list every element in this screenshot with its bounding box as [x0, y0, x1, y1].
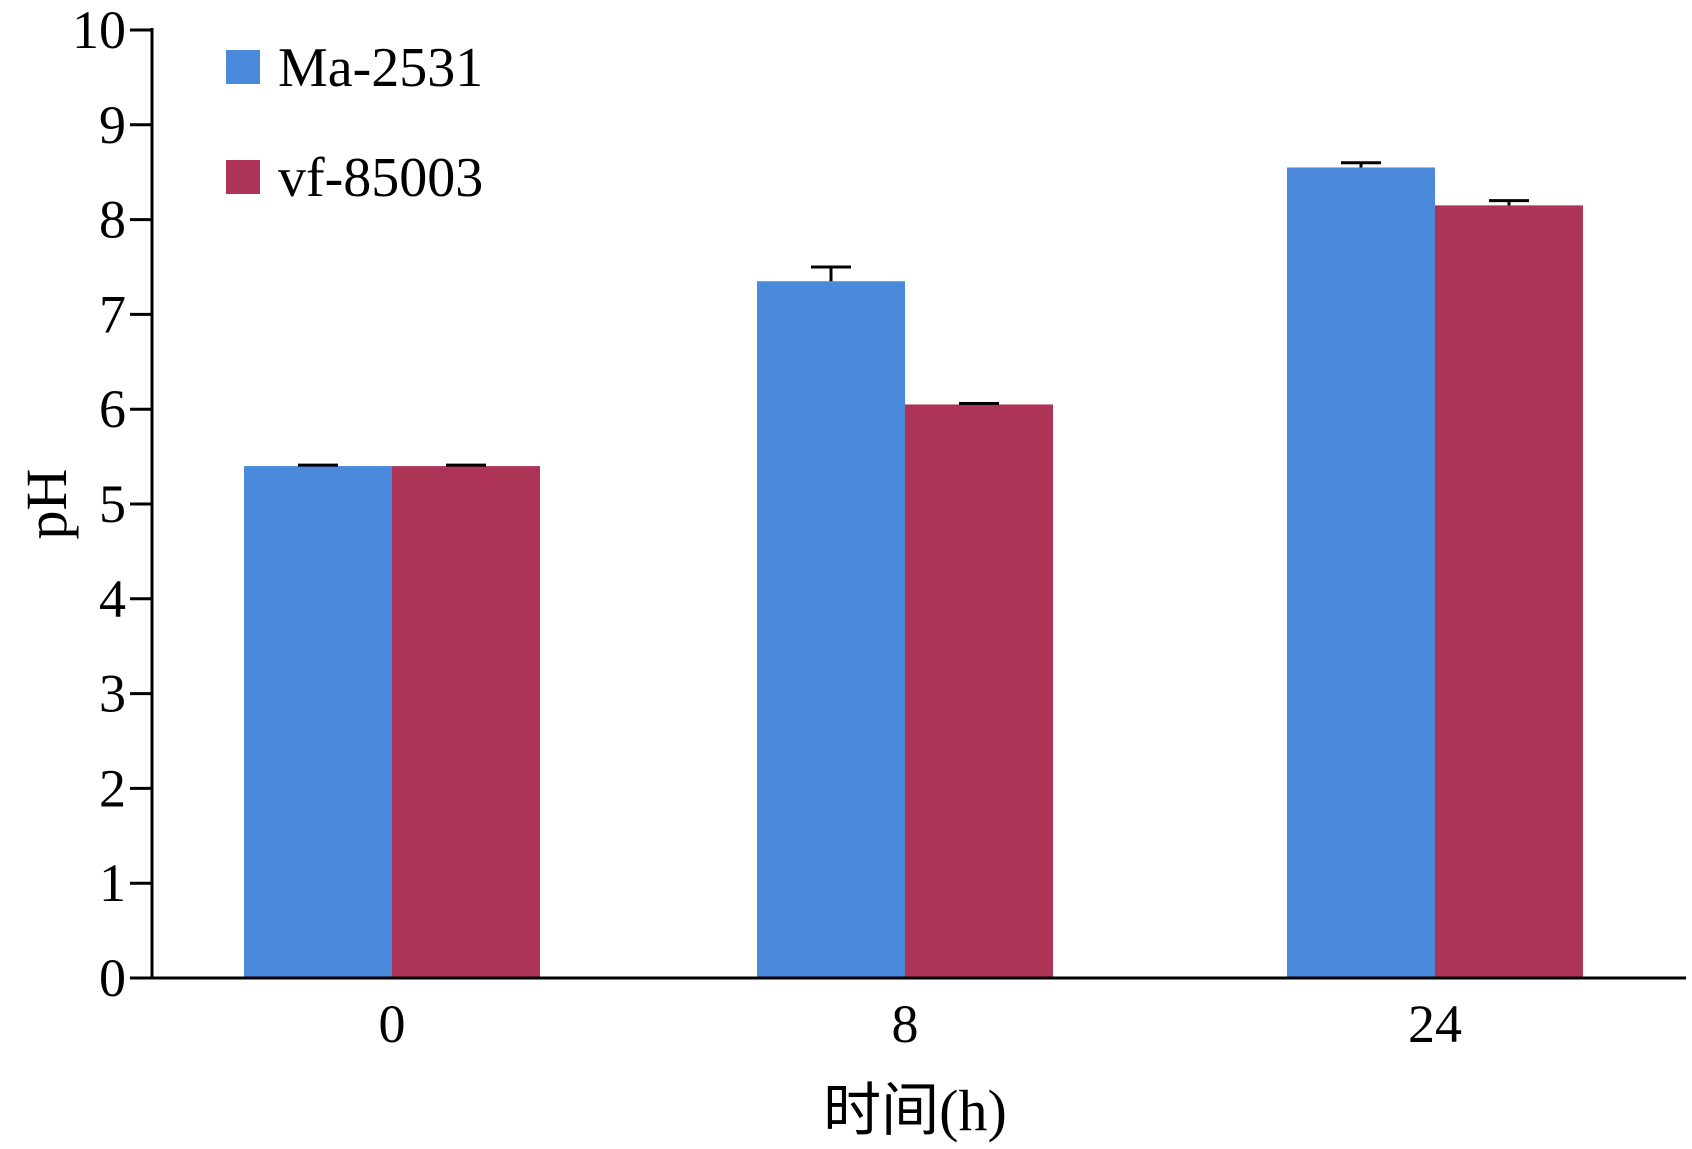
bar-Ma-2531-8: [757, 281, 905, 979]
bar-vf-85003-8: [905, 404, 1053, 979]
y-tick-label: 1: [99, 853, 126, 913]
y-tick-label: 6: [99, 379, 126, 439]
legend-label: Ma-2531: [278, 37, 483, 99]
y-tick-label: 7: [99, 284, 126, 344]
bar-Ma-2531-0: [244, 466, 392, 978]
legend-label: vf-85003: [278, 147, 483, 209]
x-ticks: 0 8 24: [379, 994, 1463, 1054]
y-axis-title: pH: [14, 469, 79, 540]
y-tick-label: 3: [99, 664, 126, 724]
legend-swatch-Ma-2531: [226, 50, 260, 84]
legend-swatch-vf-85003: [226, 160, 260, 194]
y-tick-label: 0: [99, 948, 126, 1008]
x-axis-title: 时间(h): [823, 1078, 1007, 1143]
y-tick-label: 10: [72, 0, 126, 60]
y-ticks: 0 1 2 3 4 5 6 7 8 9 10: [72, 0, 152, 1008]
y-tick-label: 9: [99, 95, 126, 155]
bar-vf-85003-0: [392, 466, 540, 978]
y-tick-label: 8: [99, 190, 126, 250]
x-tick-label: 8: [892, 994, 919, 1054]
y-tick-label: 5: [99, 474, 126, 534]
error-bars-layer: [298, 161, 1529, 467]
x-tick-label: 0: [379, 994, 406, 1054]
x-tick-label: 24: [1408, 994, 1462, 1054]
y-tick-label: 2: [99, 758, 126, 818]
bars-layer: [244, 167, 1583, 979]
legend: Ma-2531 vf-85003: [226, 37, 483, 209]
bar-vf-85003-24: [1435, 205, 1583, 978]
bar-Ma-2531-24: [1287, 167, 1435, 978]
y-tick-label: 4: [99, 569, 126, 629]
